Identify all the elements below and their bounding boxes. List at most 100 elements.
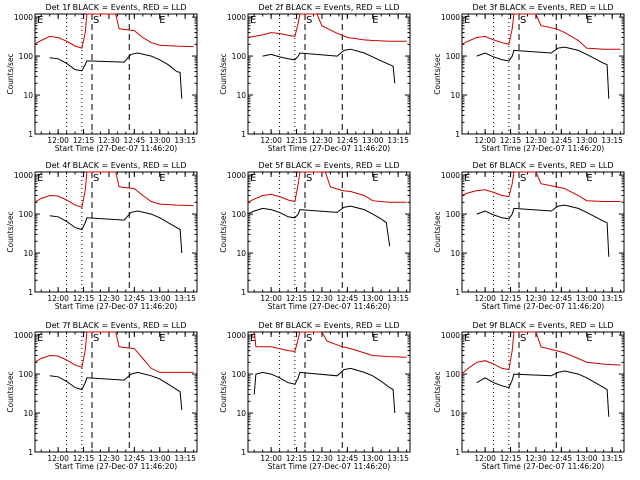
y-tick-label: 100: [232, 210, 247, 219]
x-tick-label: 12:00: [260, 294, 282, 303]
detector-panel-8: Det 8f BLACK = Events, RED = LLD 1 10 100 10…: [219, 321, 411, 471]
panel-title: Det 1f BLACK = Events, RED = LLD: [45, 3, 186, 12]
y-axis-label: Counts/sec: [433, 211, 442, 252]
lld-series-line: [247, 171, 407, 203]
lld-series-line: [461, 171, 621, 202]
x-tick-label: 13:00: [576, 454, 598, 463]
x-tick-label: 13:15: [387, 136, 409, 145]
events-series-line: [262, 48, 396, 84]
lld-series-line: [253, 331, 407, 358]
panel-title: Det 3f BLACK = Events, RED = LLD: [472, 3, 613, 12]
marker-end-label: E: [37, 15, 43, 26]
y-tick-label: 1000: [227, 331, 246, 340]
x-tick-label: 12:45: [124, 294, 146, 303]
marker-start-label: S: [93, 15, 99, 26]
x-tick-label: 12:00: [47, 294, 69, 303]
marker-end-label: E: [159, 173, 165, 184]
plot-frame: [247, 171, 411, 293]
detector-panel-7: Det 7f BLACK = Events, RED = LLD 1 10 100 10…: [6, 321, 198, 471]
x-tick-label: 12:45: [551, 136, 573, 145]
y-axis-label: Counts/sec: [433, 371, 442, 412]
y-tick-label: 10: [23, 409, 33, 418]
events-series-line: [476, 370, 610, 417]
plot-frame: [34, 171, 198, 293]
x-tick-label: 12:15: [286, 454, 308, 463]
x-axis-label: Start Time (27-Dec-07 11:46:20): [482, 462, 604, 471]
y-axis-label: Counts/sec: [219, 371, 228, 412]
events-series-line: [247, 205, 391, 247]
lld-series-line: [34, 171, 194, 208]
y-tick-label: 1: [455, 448, 460, 457]
y-tick-label: 10: [450, 249, 460, 258]
x-tick-label: 13:00: [362, 454, 384, 463]
events-series-line: [49, 371, 183, 410]
marker-end-label: E: [159, 15, 165, 26]
detector-panel-3: Det 3f BLACK = Events, RED = LLD 1 10 100 10…: [433, 3, 625, 153]
x-tick-label: 13:00: [149, 454, 171, 463]
x-tick-label: 13:00: [362, 294, 384, 303]
y-tick-label: 100: [446, 210, 461, 219]
x-tick-label: 12:45: [551, 294, 573, 303]
x-tick-label: 13:15: [174, 136, 196, 145]
marker-start-label: S: [306, 173, 312, 184]
y-tick-label: 1000: [14, 331, 33, 340]
y-axis-label: Counts/sec: [6, 53, 15, 94]
marker-start-label: S: [520, 333, 526, 344]
detector-panel-4: Det 4f BLACK = Events, RED = LLD 1 10 100 10…: [6, 161, 198, 311]
x-axis-label: Start Time (27-Dec-07 11:46:20): [268, 302, 390, 311]
x-axis-label: Start Time (27-Dec-07 11:46:20): [55, 462, 177, 471]
x-tick-label: 12:45: [124, 136, 146, 145]
x-tick-label: 12:30: [525, 136, 547, 145]
events-series-line: [49, 52, 183, 99]
x-tick-label: 12:45: [337, 136, 359, 145]
events-series-line: [253, 367, 396, 414]
x-tick-label: 12:15: [286, 294, 308, 303]
marker-end-label: E: [464, 333, 470, 344]
marker-start-label: S: [93, 173, 99, 184]
x-tick-label: 12:30: [98, 136, 120, 145]
x-tick-label: 12:15: [286, 136, 308, 145]
x-tick-label: 13:15: [601, 454, 623, 463]
y-axis-label: Counts/sec: [219, 53, 228, 94]
y-tick-label: 10: [23, 249, 33, 258]
y-tick-label: 1000: [441, 331, 460, 340]
x-tick-label: 13:15: [174, 454, 196, 463]
marker-end-label: E: [586, 333, 592, 344]
x-tick-label: 13:00: [149, 294, 171, 303]
marker-start-label: S: [306, 15, 312, 26]
panel-title: Det 4f BLACK = Events, RED = LLD: [45, 161, 186, 170]
marker-end-label: E: [372, 15, 378, 26]
x-axis-label: Start Time (27-Dec-07 11:46:20): [268, 462, 390, 471]
panel-title: Det 2f BLACK = Events, RED = LLD: [258, 3, 399, 12]
y-tick-label: 1: [241, 288, 246, 297]
y-axis-label: Counts/sec: [433, 53, 442, 94]
y-tick-label: 10: [236, 249, 246, 258]
y-tick-label: 1000: [227, 13, 246, 22]
marker-end-label: E: [250, 15, 256, 26]
x-tick-label: 13:00: [576, 294, 598, 303]
marker-end-label: E: [464, 173, 470, 184]
y-axis-label: Counts/sec: [6, 211, 15, 252]
x-tick-label: 13:15: [174, 294, 196, 303]
x-tick-label: 13:00: [576, 136, 598, 145]
x-tick-label: 13:15: [601, 294, 623, 303]
y-tick-label: 100: [19, 210, 34, 219]
x-tick-label: 12:15: [73, 294, 95, 303]
plot-frame: [34, 331, 198, 453]
marker-end-label: E: [159, 333, 165, 344]
events-series-line: [49, 210, 183, 254]
plot-frame: [461, 13, 625, 135]
y-tick-label: 1000: [227, 171, 246, 180]
x-tick-label: 13:15: [601, 136, 623, 145]
lld-series-line: [247, 13, 407, 42]
x-tick-label: 12:30: [525, 454, 547, 463]
y-tick-label: 10: [450, 91, 460, 100]
plot-frame: [461, 331, 625, 453]
y-tick-label: 1000: [14, 171, 33, 180]
marker-end-label: E: [464, 15, 470, 26]
x-tick-label: 13:00: [362, 136, 384, 145]
x-tick-label: 12:30: [311, 294, 333, 303]
marker-end-label: E: [37, 333, 43, 344]
plot-frame: [247, 13, 411, 135]
